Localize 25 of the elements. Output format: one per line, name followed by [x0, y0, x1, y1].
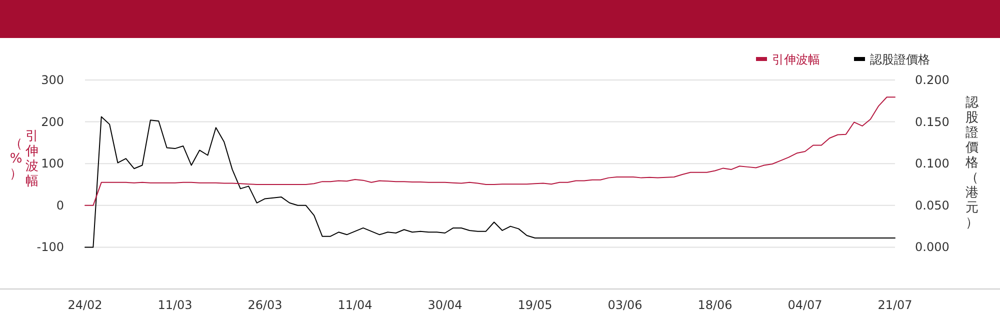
y2-tick-label: 0.150 [915, 114, 950, 129]
x-tick-label: 30/04 [428, 298, 462, 312]
line-series [84, 96, 896, 206]
y-tick-label: -100 [36, 240, 64, 254]
legend-label: 引伸波幅 [772, 52, 820, 66]
x-tick-label: 26/03 [248, 298, 282, 312]
y-tick-label: 0 [56, 198, 64, 212]
line-series [84, 116, 896, 248]
y-tick-label: 300 [41, 73, 64, 87]
y2-axis-title: 認股證價格（港元） [966, 96, 978, 230]
y-tick-label: 100 [41, 156, 64, 171]
x-tick-label: 11/04 [338, 298, 372, 312]
y2-tick-label: 0.000 [915, 240, 950, 254]
x-tick-label: 18/06 [698, 298, 732, 312]
y2-tick-label: 0.050 [915, 198, 950, 212]
legend-label: 認股證價格 [870, 52, 930, 66]
y2-tick-label: 0.100 [915, 156, 950, 171]
y2-tick-label: 0.200 [915, 73, 950, 87]
x-tick-label: 19/05 [518, 298, 552, 312]
x-tick-label: 04/07 [788, 298, 822, 312]
x-tick-label: 03/06 [608, 298, 642, 312]
x-tick-label: 11/03 [158, 298, 192, 312]
x-tick-label: 21/07 [878, 298, 912, 312]
x-tick-label: 24/02 [68, 298, 102, 312]
y-tick-label: 200 [41, 114, 64, 129]
